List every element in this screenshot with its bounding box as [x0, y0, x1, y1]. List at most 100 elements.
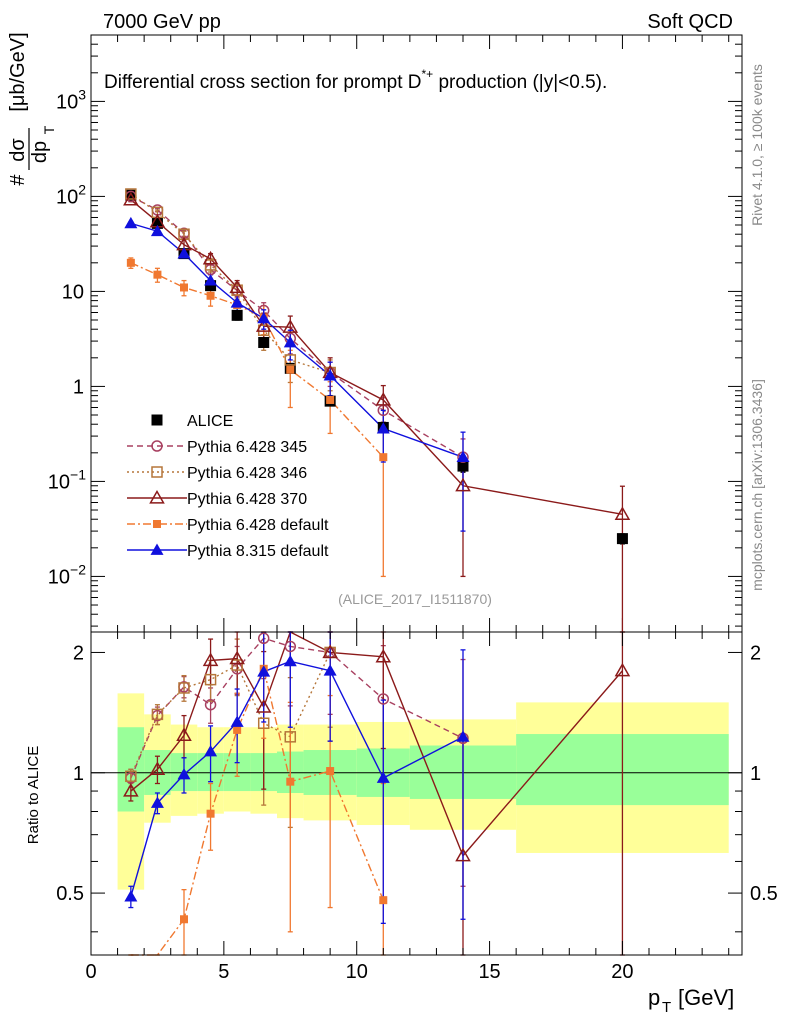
legend-marker-pythia-8-315-default: [150, 543, 164, 555]
ratio-ytick-label-right: 1: [750, 763, 761, 785]
main-ylabel-unit: [μb/GeV]: [7, 32, 29, 111]
main-ytick-label: 10−1: [48, 466, 86, 493]
ratio-ytick-label-left: 2: [73, 642, 84, 664]
ratio-marker-pythia-6-428-default: [286, 777, 295, 786]
main-title: Differential cross section for prompt D*…: [104, 67, 607, 93]
main-ytick-label: 10−2: [48, 561, 86, 588]
main-marker-pythia-8-315-default: [177, 247, 191, 259]
legend-label-pythia-6-428-370: Pythia 6.428 370: [187, 491, 307, 508]
ratio-marker-pythia-6-428-346: [204, 673, 217, 686]
ratio-ytick-label-right: 2: [750, 642, 761, 664]
ratio-marker-pythia-6-428-346: [257, 717, 270, 730]
main-ylabel-den: dp: [29, 141, 51, 163]
ratio-marker-pythia-6-428-370: [229, 650, 245, 665]
ratio-marker-pythia-8-315-default: [150, 796, 164, 808]
ratio-line-pythia-8-315-default: [130, 660, 464, 897]
ratio-marker-pythia-6-428-345: [204, 698, 217, 711]
ratio-marker-pythia-6-428-370: [176, 727, 192, 742]
analysis-id: (ALICE_2017_I1511870): [338, 591, 492, 607]
ratio-marker-pythia-6-428-346: [284, 731, 297, 743]
ratio-ytick-label-left: 0.5: [56, 883, 84, 905]
rivet-label: Rivet 4.1.0, ≥ 100k events: [749, 64, 765, 226]
ratio-panel: 0.5 0.51 12 20 5 10 15 20: [56, 631, 778, 983]
main-ylabel-sub: T: [41, 125, 57, 134]
legend-marker-pythia-6-428-346: [151, 466, 163, 478]
ratio-marker-pythia-6-428-345: [284, 640, 297, 653]
main-marker-alice: [151, 217, 163, 229]
ratio-marker-pythia-8-315-default: [283, 654, 297, 667]
ratio-marker-pythia-6-428-346: [178, 682, 190, 694]
main-marker-pythia-6-428-default: [206, 291, 215, 300]
main-marker-pythia-6-428-370: [282, 319, 299, 333]
header-left: 7000 GeV pp: [103, 11, 221, 33]
ratio-marker-pythia-6-428-default: [379, 896, 388, 905]
legend-label-alice: ALICE: [187, 413, 233, 430]
ratio-marker-pythia-6-428-346: [125, 770, 137, 783]
main-marker-pythia-6-428-370: [255, 318, 272, 332]
main-marker-pythia-6-428-default: [180, 283, 188, 292]
ratio-xtick-label: 5: [218, 961, 229, 983]
xlabel-unit: [GeV]: [678, 985, 734, 1010]
main-line-pythia-6-428-345: [130, 195, 464, 458]
main-marker-pythia-6-428-default: [326, 395, 335, 404]
legend: ALICE Pythia 6.428 345 Pythia 6.428 346 Pyt…: [127, 413, 329, 560]
ratio-marker-pythia-6-428-370: [202, 652, 219, 667]
main-marker-pythia-8-315-default: [376, 422, 390, 434]
legend-label-pythia-6-428-345: Pythia 6.428 345: [187, 439, 307, 456]
main-line-pythia-8-315-default: [130, 222, 464, 458]
main-marker-alice: [457, 460, 469, 472]
ratio-xtick-label: 10: [346, 961, 368, 983]
ratio-ytick-label-right: 0.5: [750, 883, 778, 905]
ratio-marker-pythia-6-428-370: [322, 644, 338, 659]
legend-label-pythia-8-315-default: Pythia 8.315 default: [187, 543, 329, 560]
main-line-pythia-6-428-default: [130, 262, 384, 458]
ratio-marker-pythia-8-315-default: [230, 715, 244, 727]
main-marker-pythia-6-428-default: [379, 453, 388, 462]
ratio-marker-pythia-6-428-370: [455, 847, 471, 862]
ratio-xtick-label: 15: [478, 961, 500, 983]
main-marker-pythia-8-315-default: [257, 311, 271, 324]
main-marker-pythia-6-428-370: [123, 191, 139, 206]
main-ytick-label: 10: [62, 281, 84, 303]
ratio-marker-pythia-6-428-370: [149, 761, 166, 775]
main-ytick-label: 103: [56, 86, 86, 113]
main-ytick-label: 1: [73, 376, 84, 398]
main-marker-pythia-6-428-370: [614, 506, 631, 520]
ratio-line-pythia-6-428-345: [130, 637, 464, 779]
main-marker-alice: [616, 533, 628, 545]
main-marker-pythia-6-428-default: [153, 270, 162, 279]
main-marker-pythia-6-428-default: [126, 258, 135, 267]
ratio-xtick-label: 20: [611, 961, 633, 983]
main-marker-pythia-8-315-default: [204, 274, 218, 286]
ratio-marker-pythia-8-315-default: [124, 890, 138, 902]
legend-marker-alice: [151, 414, 163, 426]
ratio-markers: [123, 632, 631, 924]
ratio-ticks: 0.5 0.51 12 20 5 10 15 20: [56, 632, 778, 983]
main-marker-pythia-6-428-346: [257, 324, 270, 337]
ratio-marker-pythia-6-428-346: [231, 659, 243, 671]
main-marker-pythia-6-428-370: [229, 279, 245, 294]
ratio-xtick-label: 0: [85, 961, 96, 983]
main-marker-pythia-8-315-default: [283, 335, 297, 348]
legend-marker-pythia-6-428-345: [151, 440, 163, 452]
ratio-marker-pythia-6-428-default: [206, 809, 215, 818]
main-marker-pythia-6-428-346: [204, 259, 217, 271]
main-marker-pythia-8-315-default: [323, 369, 337, 381]
main-marker-pythia-8-315-default: [150, 224, 164, 237]
main-marker-pythia-6-428-346: [125, 188, 137, 200]
ratio-marker-pythia-8-315-default: [257, 665, 271, 677]
legend-marker-pythia-6-428-370: [149, 489, 165, 504]
main-marker-alice: [125, 189, 137, 201]
main-marker-pythia-8-315-default: [456, 450, 470, 463]
main-marker-pythia-6-428-346: [151, 206, 164, 219]
ratio-marker-pythia-8-315-default: [456, 730, 470, 742]
ratio-marker-pythia-6-428-default: [180, 915, 188, 924]
ratio-marker-pythia-8-315-default: [177, 768, 191, 780]
legend-marker-pythia-6-428-default: [153, 520, 161, 528]
main-marker-pythia-6-428-370: [202, 250, 219, 265]
ratio-marker-pythia-6-428-default: [326, 767, 335, 776]
ratio-marker-pythia-8-315-default: [204, 745, 218, 757]
header-right: Soft QCD: [647, 11, 733, 33]
